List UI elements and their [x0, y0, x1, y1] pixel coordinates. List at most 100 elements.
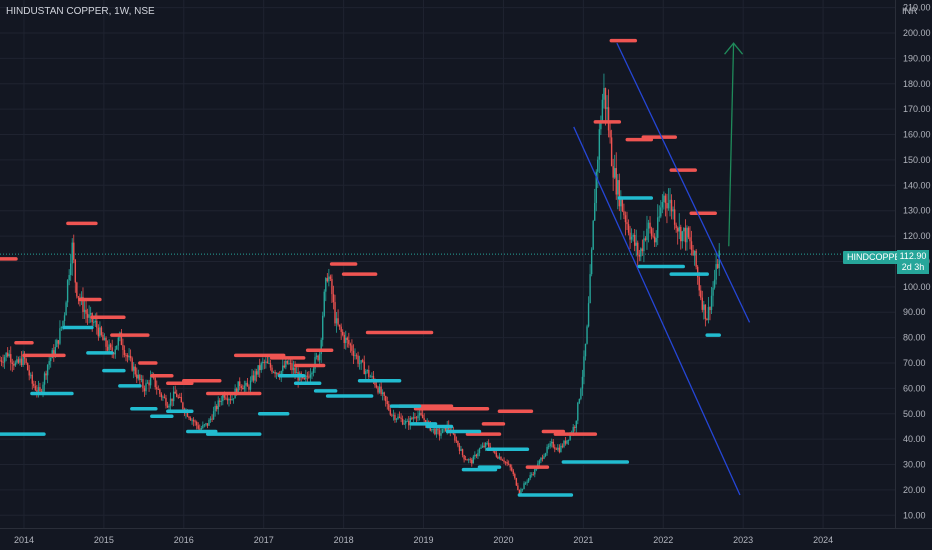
candle-body	[561, 445, 564, 447]
candle-body	[543, 456, 545, 459]
candle-body	[240, 386, 242, 389]
candle-body	[116, 345, 118, 350]
candle-body	[308, 376, 310, 378]
candle-body	[514, 474, 516, 479]
candle-body	[403, 423, 405, 425]
candle-body	[610, 137, 613, 167]
candle-body	[69, 263, 72, 276]
candle-body	[37, 387, 40, 392]
ticker-badge: HINDCOPPER	[843, 251, 912, 264]
candle-body	[700, 290, 702, 298]
candle-body	[109, 344, 112, 348]
candle-body	[134, 366, 136, 375]
candle-body	[686, 227, 688, 243]
candle-body	[117, 337, 120, 346]
candle-body	[604, 88, 607, 110]
candle-body	[661, 202, 664, 208]
candle-body	[340, 326, 342, 332]
candle-body	[94, 320, 96, 323]
candle-body	[454, 434, 456, 441]
candle-body	[400, 417, 402, 419]
candle-body	[131, 358, 133, 371]
candle-body	[48, 361, 50, 365]
candle-body	[566, 440, 568, 444]
candle-body	[74, 259, 77, 283]
candle-body	[478, 448, 481, 454]
candle-body	[677, 228, 679, 232]
symbol-legend[interactable]: HINDUSTAN COPPER, 1W, NSE	[6, 6, 155, 17]
y-tick-label: 200.00	[903, 28, 931, 38]
candle-body	[65, 302, 67, 316]
candle-body	[86, 313, 89, 318]
candle-body	[532, 474, 534, 476]
candle-body	[211, 418, 213, 420]
candle-body	[140, 379, 143, 380]
candle-body	[397, 416, 399, 419]
candle-body	[68, 275, 70, 281]
candle-body	[125, 355, 127, 356]
candle-body	[428, 421, 430, 423]
x-tick-label: 2015	[94, 535, 114, 545]
candle-body	[401, 418, 404, 425]
candle-body	[222, 394, 224, 402]
candle-body	[558, 447, 561, 453]
candle-body	[409, 417, 412, 426]
candle-body	[5, 352, 7, 358]
candle-body	[96, 320, 98, 328]
candle-body	[289, 363, 292, 364]
candle-body	[527, 478, 530, 482]
candle-body	[242, 388, 244, 390]
candle-body	[106, 346, 109, 351]
candle-body	[595, 171, 597, 204]
candle-body	[266, 361, 269, 364]
candle-body	[105, 337, 107, 347]
candle-body	[243, 385, 246, 390]
candle-body	[192, 419, 195, 422]
y-tick-label: 60.00	[903, 383, 926, 393]
candle-body	[621, 197, 624, 212]
candle-body	[172, 391, 175, 402]
candle-body	[380, 386, 382, 395]
candle-body	[369, 376, 372, 378]
candle-body	[385, 396, 387, 402]
candle-body	[162, 396, 164, 398]
candle-body	[82, 296, 84, 312]
candle-body	[232, 398, 235, 400]
candle-body	[50, 358, 52, 362]
candle-body	[145, 383, 147, 392]
candle-body	[306, 375, 309, 377]
candle-body	[208, 419, 210, 426]
candle-body	[159, 389, 161, 394]
time-axis[interactable]: 2014 2015 2016 2017 2018 2019 2020 2021 2022 2023…	[14, 535, 833, 545]
bar-countdown: 2d 3h	[901, 262, 925, 272]
candle-body	[391, 414, 393, 416]
candle-body	[76, 282, 78, 297]
candle-body	[557, 447, 559, 450]
candle-body	[365, 371, 367, 375]
x-tick-label: 2023	[733, 535, 753, 545]
candle-body	[189, 418, 192, 421]
candle-body	[712, 287, 714, 296]
candle-body	[77, 296, 80, 298]
candle-body	[209, 418, 212, 420]
candle-body	[484, 442, 487, 448]
candle-body	[8, 354, 10, 357]
candle-body	[713, 279, 716, 288]
time-axis-separator	[0, 528, 932, 529]
candle-body	[395, 418, 398, 420]
candle-body	[481, 445, 484, 448]
candle-body	[57, 340, 60, 344]
candle-body	[17, 359, 20, 363]
candle-body	[200, 428, 203, 430]
candle-body	[295, 372, 298, 374]
candle-body	[325, 278, 327, 292]
candle-body	[260, 363, 262, 371]
candle-body	[361, 360, 364, 362]
candle-body	[670, 199, 673, 212]
candle-body	[405, 420, 407, 424]
candle-body	[420, 412, 422, 415]
candle-body	[655, 237, 657, 243]
candle-body	[19, 358, 21, 363]
candle-body	[567, 439, 570, 441]
